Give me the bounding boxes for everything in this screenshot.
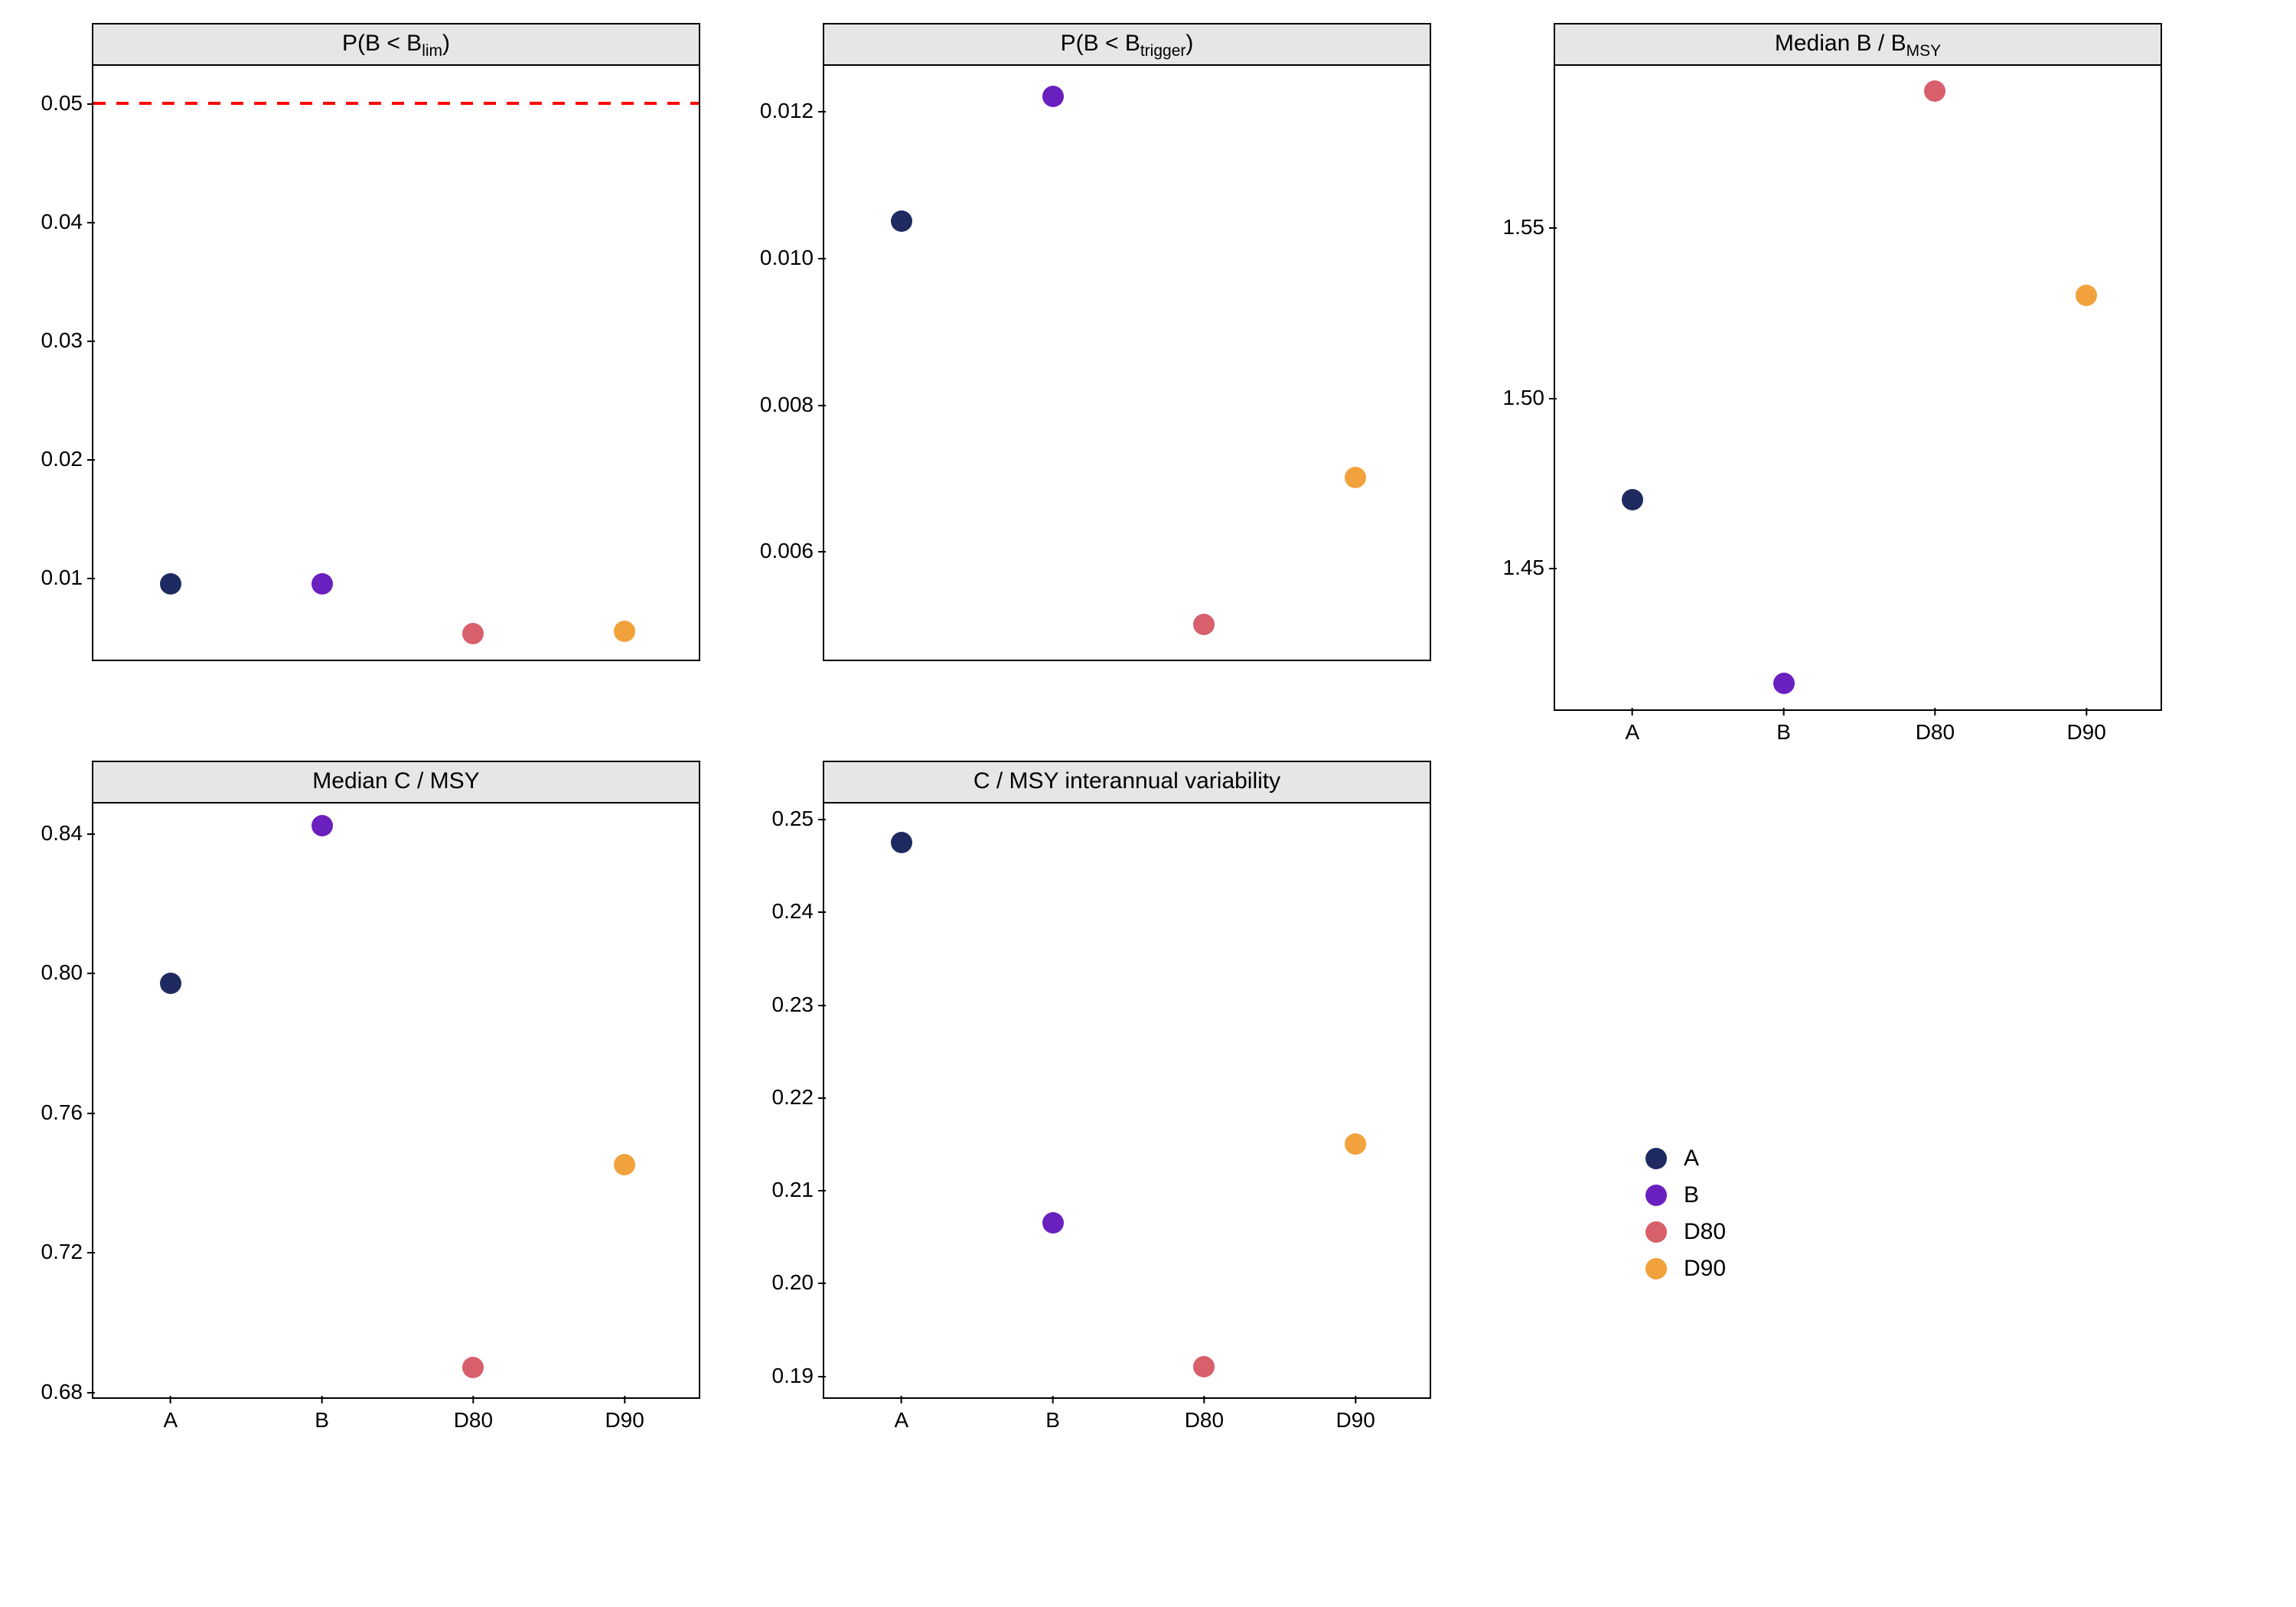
- y-tick: 0.21: [772, 1178, 825, 1202]
- y-tick: 1.45: [1503, 556, 1556, 580]
- plot-area: 0.680.720.760.800.84ABD80D90: [92, 802, 700, 1399]
- data-point: [1345, 467, 1366, 488]
- data-point: [1193, 614, 1215, 635]
- x-tick: D90: [1336, 1397, 1375, 1433]
- x-tick: B: [1776, 709, 1791, 745]
- legend-label: D80: [1684, 1219, 1726, 1245]
- data-point: [1773, 673, 1795, 694]
- x-tick: A: [1626, 709, 1640, 745]
- x-tick: B: [1045, 1397, 1060, 1433]
- y-tick: 0.01: [41, 566, 94, 590]
- y-tick: 0.012: [760, 99, 824, 123]
- plot-area: 0.010.020.030.040.05: [92, 64, 700, 661]
- x-tick: D90: [605, 1397, 644, 1433]
- y-tick: 0.22: [772, 1085, 825, 1110]
- y-tick: 0.84: [41, 821, 94, 846]
- data-point: [614, 621, 635, 642]
- legend-swatch: [1645, 1221, 1667, 1243]
- panel-p3: Median B / BMSY1.451.501.55ABD80D90: [1554, 23, 2162, 711]
- y-tick: 0.02: [41, 447, 94, 471]
- x-tick: D90: [2066, 709, 2105, 745]
- panel-header: P(B < Btrigger): [823, 23, 1431, 64]
- reference-line: [93, 102, 699, 105]
- panel-header: C / MSY interannual variability: [823, 761, 1431, 802]
- y-tick: 0.72: [41, 1240, 94, 1264]
- y-tick: 0.19: [772, 1364, 825, 1388]
- y-tick: 0.80: [41, 960, 94, 985]
- legend-swatch: [1645, 1148, 1667, 1169]
- y-tick: 0.76: [41, 1100, 94, 1125]
- data-point: [311, 815, 333, 836]
- y-tick: 0.25: [772, 807, 825, 831]
- x-tick: B: [315, 1397, 329, 1433]
- data-point: [1345, 1133, 1366, 1155]
- data-point: [891, 210, 912, 232]
- y-tick: 0.68: [41, 1380, 94, 1404]
- data-point: [311, 573, 333, 595]
- legend-label: D90: [1684, 1256, 1726, 1282]
- legend-swatch: [1645, 1185, 1667, 1206]
- data-point: [1193, 1356, 1215, 1377]
- y-tick: 0.05: [41, 91, 94, 116]
- x-tick: D80: [1185, 1397, 1224, 1433]
- panel-p2: P(B < Btrigger)0.0060.0080.0100.012: [823, 23, 1431, 661]
- legend-item: B: [1645, 1177, 1726, 1214]
- y-tick: 0.006: [760, 539, 824, 563]
- data-point: [160, 973, 181, 994]
- panel-p4: Median C / MSY0.680.720.760.800.84ABD80D…: [92, 761, 700, 1399]
- legend: AB D80 D90: [1645, 1140, 1726, 1287]
- plot-area: 0.0060.0080.0100.012: [823, 64, 1431, 661]
- x-tick: D80: [1916, 709, 1955, 745]
- y-tick: 1.55: [1503, 215, 1556, 240]
- facet-grid-figure: P(B < Blim)0.010.020.030.040.05P(B < Btr…: [0, 0, 2296, 1607]
- panel-header: Median C / MSY: [92, 761, 700, 802]
- plot-area: 1.451.501.55ABD80D90: [1554, 64, 2162, 711]
- x-tick: D80: [454, 1397, 493, 1433]
- data-point: [160, 573, 181, 595]
- legend-label: B: [1684, 1182, 1699, 1208]
- panel-header: P(B < Blim): [92, 23, 700, 64]
- data-point: [614, 1154, 635, 1175]
- legend-item: D90: [1645, 1250, 1726, 1287]
- legend-item: D80: [1645, 1214, 1726, 1250]
- data-point: [2076, 285, 2097, 306]
- panel-p5: C / MSY interannual variability0.190.200…: [823, 761, 1431, 1399]
- y-tick: 0.010: [760, 246, 824, 270]
- panel-p1: P(B < Blim)0.010.020.030.040.05: [92, 23, 700, 661]
- x-tick: A: [895, 1397, 909, 1433]
- y-tick: 0.04: [41, 210, 94, 234]
- data-point: [462, 623, 484, 644]
- y-tick: 1.50: [1503, 386, 1556, 410]
- data-point: [891, 832, 912, 853]
- legend-label: A: [1684, 1146, 1699, 1172]
- y-tick: 0.008: [760, 393, 824, 417]
- x-tick: A: [164, 1397, 178, 1433]
- y-tick: 0.23: [772, 993, 825, 1017]
- data-point: [1042, 1212, 1064, 1234]
- legend-swatch: [1645, 1258, 1667, 1279]
- y-tick: 0.03: [41, 328, 94, 353]
- plot-area: 0.190.200.210.220.230.240.25ABD80D90: [823, 802, 1431, 1399]
- data-point: [1042, 86, 1064, 107]
- data-point: [462, 1357, 484, 1378]
- y-tick: 0.20: [772, 1270, 825, 1295]
- panel-header: Median B / BMSY: [1554, 23, 2162, 64]
- legend-item: A: [1645, 1140, 1726, 1177]
- data-point: [1622, 489, 1643, 510]
- data-point: [1924, 80, 1945, 102]
- y-tick: 0.24: [772, 899, 825, 924]
